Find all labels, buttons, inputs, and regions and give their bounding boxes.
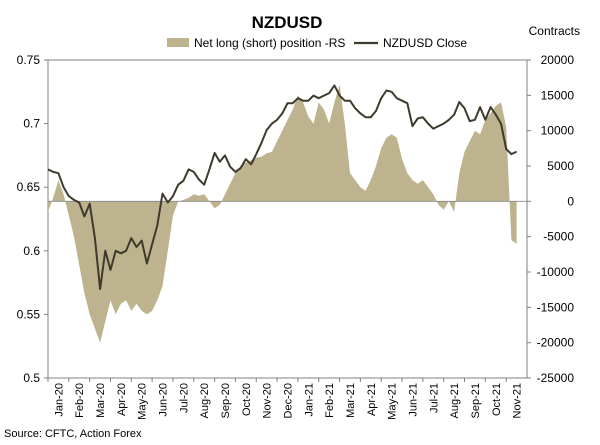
x-tick-label: Sep-21 [470, 383, 482, 418]
x-tick-label: Apr-20 [116, 383, 128, 416]
legend-label-line: NZDUSD Close [383, 36, 467, 50]
x-tick-label: Aug-20 [199, 383, 211, 418]
x-tick-label: Sep-20 [220, 383, 232, 418]
x-tick-label: Aug-21 [449, 383, 461, 418]
plot-area: 0.75 0.7 0.65 0.6 0.55 0.5 20000 15000 10000 5000… [17, 53, 575, 420]
x-tick-label: Jul-20 [178, 383, 190, 413]
y-left-tick-label: 0.7 [23, 117, 40, 131]
x-tick-label: Mar-20 [95, 383, 107, 418]
x-tick-label: Feb-21 [324, 383, 336, 418]
legend-swatch-area [167, 38, 189, 47]
y-right-tick-label: 10000 [541, 124, 575, 138]
legend: Net long (short) position -RS NZDUSD Clo… [167, 36, 467, 50]
x-tick-label: Jun-20 [158, 383, 170, 417]
y-right-tick-label: 20000 [541, 53, 575, 67]
y-left-tick-label: 0.5 [23, 371, 40, 385]
series-area-net-position [48, 84, 517, 343]
y-right-tick-label: 5000 [547, 159, 574, 173]
y-left-tick-label: 0.75 [17, 53, 41, 67]
x-tick-label: Jun-21 [407, 383, 419, 417]
x-tick-label: Jul-21 [428, 383, 440, 413]
y-right-tick-label: -15000 [537, 300, 575, 314]
chart-title: NZDUSD [252, 13, 323, 32]
x-tick-label: Nov-21 [512, 383, 524, 418]
y-right-tick-label: -10000 [537, 265, 575, 279]
legend-label-area: Net long (short) position -RS [194, 36, 345, 50]
right-axis-label: Contracts [529, 24, 580, 38]
x-tick-label: Oct-20 [241, 383, 253, 416]
x-tick-label: Jan-21 [303, 383, 315, 417]
y-left-tick-label: 0.6 [23, 244, 40, 258]
y-right-tick-label: -5000 [543, 230, 574, 244]
series-line-nzdusd-close [47, 84, 518, 290]
y-right-tick-label: -25000 [537, 371, 575, 385]
x-tick-label: May-21 [387, 383, 399, 420]
x-tick-label: Mar-21 [345, 383, 357, 418]
x-tick-label: Oct-21 [491, 383, 503, 416]
y-left-tick-label: 0.65 [17, 180, 41, 194]
y-left-tick-label: 0.55 [17, 307, 41, 321]
x-tick-label: Apr-21 [366, 383, 378, 416]
x-tick-label: Nov-20 [262, 383, 274, 418]
y-right-tick-label: 0 [567, 194, 574, 208]
plot-frame [47, 59, 528, 379]
y-right-tick-label: 15000 [541, 88, 575, 102]
x-tick-label: Jan-20 [53, 383, 65, 417]
x-tick-label: May-20 [137, 383, 149, 420]
source-note: Source: CFTC, Action Forex [4, 428, 142, 440]
y-right-tick-label: -20000 [537, 336, 575, 350]
x-tick-label: Feb-20 [74, 383, 86, 418]
x-tick-label: Dec-20 [283, 383, 295, 418]
